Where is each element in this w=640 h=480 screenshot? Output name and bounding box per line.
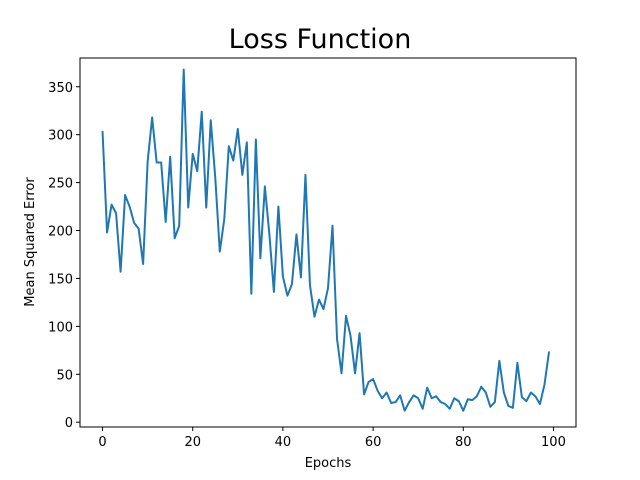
x-axis-label: Epochs (305, 456, 352, 471)
x-tick-label: 40 (275, 435, 292, 450)
y-tick-label: 100 (48, 320, 73, 335)
x-tick-label: 0 (98, 435, 106, 450)
x-tick-label: 80 (455, 435, 472, 450)
y-axis-label: Mean Squared Error (23, 177, 38, 307)
chart-title: Loss Function (229, 24, 412, 55)
y-tick-label: 0 (65, 416, 73, 431)
loss-series-line (101, 68, 550, 412)
plot-frame (79, 57, 577, 428)
y-tick-label: 150 (48, 272, 73, 287)
x-tick-label: 20 (184, 435, 201, 450)
x-tick-label: 60 (365, 435, 382, 450)
y-axis-ticks: 0 50 100 150 200 250 300 350 (48, 81, 80, 431)
x-axis-ticks: 0 20 40 60 80 100 (98, 427, 566, 450)
y-tick-label: 200 (48, 225, 73, 240)
y-tick-label: 300 (48, 129, 73, 144)
y-tick-label: 350 (48, 81, 73, 96)
y-tick-label: 50 (56, 368, 73, 383)
x-tick-label: 100 (541, 435, 566, 450)
y-tick-label: 250 (48, 177, 73, 192)
